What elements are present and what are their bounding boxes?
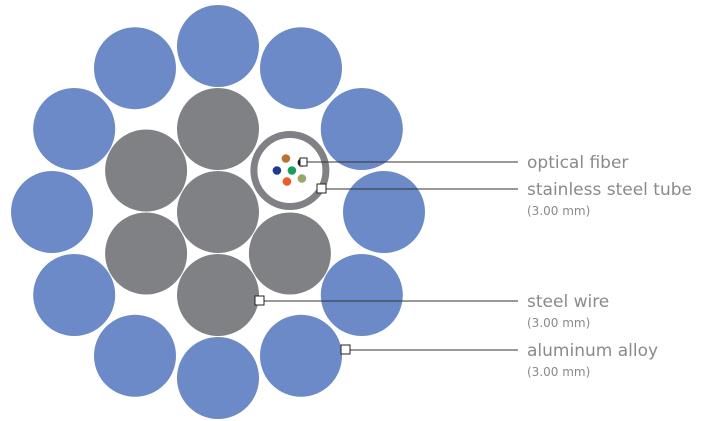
label-aluminum-alloy: aluminum alloy (527, 341, 658, 361)
callout-marker (299, 157, 308, 167)
callout-marker (340, 344, 351, 355)
steel-wire-center (177, 171, 259, 253)
aluminum-alloy-wire (177, 337, 259, 419)
spec-aluminum-alloy: (3.00 mm) (527, 365, 590, 379)
aluminum-alloy-wire (94, 314, 176, 397)
optical-fiber (272, 166, 282, 175)
aluminum-alloy-wire (11, 171, 93, 253)
callout-marker (254, 295, 265, 306)
aluminum-alloy-wire (320, 254, 403, 336)
optical-fiber (287, 166, 297, 175)
stainless-steel-tube (250, 131, 330, 210)
callout-marker (316, 183, 327, 194)
aluminum-alloy-wire (343, 171, 425, 253)
steel-wire-strand-layer (105, 88, 331, 336)
steel-wire (177, 88, 259, 170)
aluminum-alloy-wire (33, 254, 116, 336)
spec-steel-wire: (3.00 mm) (527, 316, 590, 330)
optical-fiber (297, 174, 307, 183)
optical-fiber (281, 154, 291, 163)
label-stainless-steel-tube: stainless steel tube (527, 180, 692, 200)
callout-steel-wire: steel wire (3.00 mm) (254, 292, 609, 330)
aluminum-alloy-wire (33, 88, 116, 170)
aluminum-alloy-wire (260, 314, 342, 397)
callout-aluminum-alloy: aluminum alloy (3.00 mm) (340, 341, 658, 379)
label-optical-fiber: optical fiber (527, 153, 628, 173)
steel-wire (105, 212, 188, 295)
callout-stainless-steel-tube: stainless steel tube (3.00 mm) (316, 180, 692, 218)
aluminum-alloy-wire (260, 27, 342, 110)
steel-wire (105, 129, 188, 212)
label-steel-wire: steel wire (527, 292, 609, 312)
aluminum-alloy-strand-layer (11, 5, 425, 419)
spec-stainless-steel-tube: (3.00 mm) (527, 204, 590, 218)
steel-wire (177, 254, 259, 336)
callout-optical-fiber: optical fiber (299, 153, 628, 173)
optical-fiber (282, 177, 292, 186)
aluminum-alloy-wire (177, 5, 259, 87)
aluminum-alloy-wire (94, 27, 176, 110)
aluminum-alloy-wire (320, 88, 403, 170)
steel-wire (248, 212, 331, 295)
